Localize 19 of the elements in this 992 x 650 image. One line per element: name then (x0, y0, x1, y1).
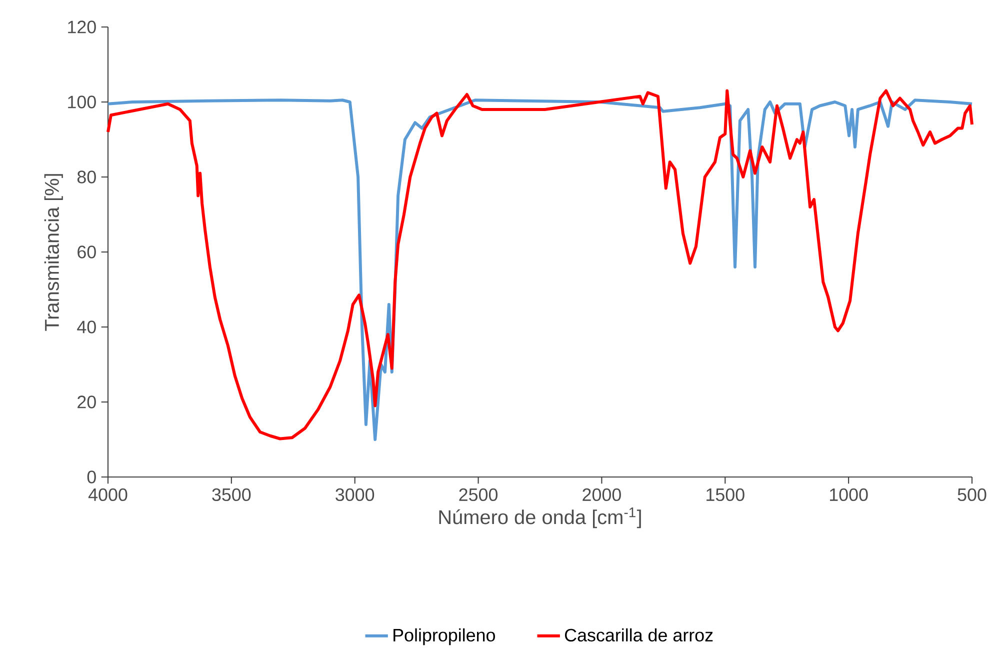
y-tick-label: 0 (87, 470, 96, 484)
x-axis-title: Número de onda [cm$^{-1}$] (439, 508, 641, 528)
x-tick-label: 3500 (212, 488, 251, 502)
y-axis-title: Transmitancia [%] (44, 174, 63, 331)
x-tick-label: 2500 (459, 488, 498, 502)
x-tick-label: 1000 (830, 488, 868, 502)
x-tick-label: 500 (958, 488, 986, 502)
y-tick-label: 60 (78, 246, 96, 258)
x-tick-label: 3000 (336, 488, 374, 502)
y-tick-label: 80 (77, 170, 96, 184)
y-tick-label: 40 (77, 320, 96, 334)
y-tick-label: 20 (78, 396, 96, 408)
y-tick-label: 120 (68, 20, 96, 34)
y-tick-label: 100 (68, 96, 96, 108)
x-tick-label: 4000 (88, 488, 128, 502)
x-tick-label: 2000 (582, 488, 621, 502)
legend-label: Cascarilla de arroz (565, 628, 713, 642)
legend-label: Polipropileno (394, 628, 495, 646)
x-tick-label: 1500 (706, 488, 744, 502)
